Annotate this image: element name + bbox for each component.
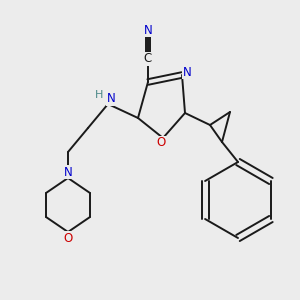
Text: H: H [95,90,103,100]
Text: N: N [64,166,72,178]
Text: N: N [144,23,152,37]
Text: O: O [156,136,166,149]
Text: O: O [63,232,73,244]
Text: N: N [183,65,191,79]
Text: C: C [144,52,152,65]
Text: N: N [106,92,116,106]
